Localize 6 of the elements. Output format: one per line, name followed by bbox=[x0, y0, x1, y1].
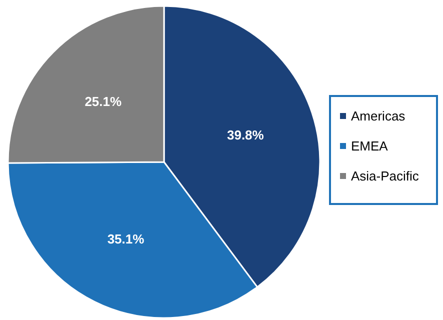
legend-label: Asia-Pacific bbox=[351, 168, 420, 184]
data-label: 25.1% bbox=[84, 94, 122, 110]
legend-label: EMEA bbox=[351, 138, 388, 154]
legend-label: Americas bbox=[351, 108, 406, 124]
data-label: 35.1% bbox=[107, 231, 145, 246]
data-label: 39.8% bbox=[226, 127, 264, 142]
